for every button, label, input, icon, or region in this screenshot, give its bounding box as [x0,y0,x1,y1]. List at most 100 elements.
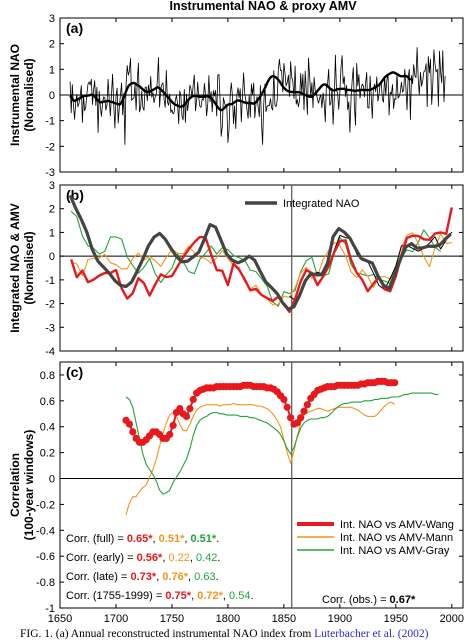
x-tick-label: 1700 [104,613,128,625]
corr-v1: 0.73* [131,571,157,583]
y-tick-label: -4 [45,346,55,358]
corr-label: Corr. (1755-1999) = [66,590,165,602]
y-tick-label: -0.2 [36,499,55,511]
y-tick-label: 0 [49,474,55,486]
data-point [293,419,301,427]
x-tick-label: 1900 [328,613,352,625]
panel-label: (b) [66,187,84,203]
data-point [300,407,308,415]
legend-label: Int. NAO vs AMV-Mann [340,532,453,544]
plot-frame [59,184,464,352]
caption-link[interactable]: Luterbacher et al. (2002) [314,628,428,640]
y-axis-label: Correlation(100-year windows) [8,430,36,541]
series-line-2 [289,231,453,301]
corr-v3: 0.51* [190,533,216,545]
x-tick-label: 2000 [440,613,464,625]
y-tick-label: -3 [45,167,55,179]
corr-label: Corr. (late) = [66,571,131,583]
corr-sep: , [223,590,229,602]
x-tick-label: 1850 [272,613,296,625]
data-point [176,405,184,413]
y-axis-label: Instrumental NAO(Normalised) [8,44,36,146]
y-tick-label: 3 [49,13,55,25]
legend-label: Int. NAO vs AMV-Wang [340,519,454,531]
panel-label: (c) [66,364,83,380]
series-line-1 [68,194,452,311]
corr-v2: 0.76* [162,571,188,583]
series-line-5 [70,210,441,307]
corr-end: . [216,571,219,583]
y-axis-label-line: (100-year windows) [22,430,36,541]
data-point [287,414,295,422]
series-line-2 [125,401,396,515]
x-tick-label: 1800 [216,613,240,625]
data-point [169,421,177,429]
y-axis-label-line: (Normalised) [22,58,36,131]
y-tick-label: 0 [49,251,55,263]
corr-v2: 0.22 [168,552,189,564]
y-tick-label: -1 [45,603,55,615]
data-point [297,414,305,422]
legend-label: Int. NAO vs AMV-Gray [340,545,450,557]
corr-v3: 0.54 [229,590,250,602]
x-tick-label: 1650 [48,613,72,625]
x-axis: 1650 1700 1750 1800 1850 1900 1950 2000 [48,613,464,625]
y-tick-label: -0.4 [36,525,55,537]
corr-row: Corr. (1755-1999) = 0.75*, 0.72*, 0.54. [66,590,254,602]
y-tick-label: -1 [45,275,55,287]
data-point [283,403,291,411]
corr-end: . [250,590,253,602]
y-tick-label: -2 [45,299,55,311]
corr-label: Corr. (early) = [66,552,137,564]
y-tick-label: -1 [45,116,55,128]
corr-end: . [217,552,220,564]
panel-c: -1 -0.8 -0.6 -0.4 -0.2 0 0.2 0.4 0.6 0.8 Correlati… [8,361,464,615]
data-point [166,430,174,439]
y-tick-label: 0.6 [40,396,55,408]
x-tick-label: 1950 [384,613,408,625]
corr-v1: 0.75* [165,590,191,602]
y-tick-label: 0.4 [40,422,55,434]
data-point [186,405,194,413]
panel-b: -4 -3 -2 -1 0 1 2 3 Integrated NAO & AMV(Normali… [8,180,464,358]
series-line-1 [125,380,395,444]
y-axis-label-line: Correlation [8,453,22,517]
y-tick-label: -0.8 [36,577,55,589]
series-line-2 [69,71,412,112]
series-line-3 [70,207,453,314]
corr-obs-label: Corr. (obs.) = [322,594,390,606]
corr-v3: 0.42 [196,552,217,564]
y-tick-label: 2 [49,204,55,216]
y-axis-label-line: (Normalised) [22,231,36,304]
y-axis-label-line: Integrated NAO & AMV [8,203,22,333]
series-line-3 [125,392,439,495]
data-point [129,428,137,436]
y-tick-label: 0 [49,90,55,102]
y-tick-label: 2 [49,39,55,51]
corr-sep: , [162,552,168,564]
figure-caption: FIG. 1. (a) Annual reconstructed instrum… [20,628,429,640]
legend-label: Integrated NAO [283,198,360,210]
x-tick-label: 1750 [160,613,184,625]
y-tick-label: 0.8 [40,370,55,382]
corr-end: . [216,533,219,545]
data-point [189,395,197,404]
corr-sep: , [156,571,162,583]
y-tick-label: 1 [49,64,55,76]
corr-sep: , [191,590,197,602]
y-axis-label-line: Instrumental NAO [8,44,22,146]
data-point [391,379,399,387]
data-point [280,395,288,404]
plot-frame [59,361,464,609]
corr-v2: 0.51* [159,533,185,545]
y-tick-label: 3 [49,180,55,192]
corr-v1: 0.56* [137,552,163,564]
corr-v1: 0.65* [127,533,153,545]
caption-text: FIG. 1. (a) Annual reconstructed instrum… [20,628,314,640]
y-tick-label: -3 [45,322,55,334]
corr-v2: 0.72* [197,590,223,602]
corr-row: Corr. (early) = 0.56*, 0.22, 0.42. [66,552,220,564]
y-axis-label: Integrated NAO & AMV(Normalised) [8,203,36,333]
panel-a: -3 -2 -1 0 1 2 3 Instrumental NAO(Normalised) (a… [8,13,464,179]
